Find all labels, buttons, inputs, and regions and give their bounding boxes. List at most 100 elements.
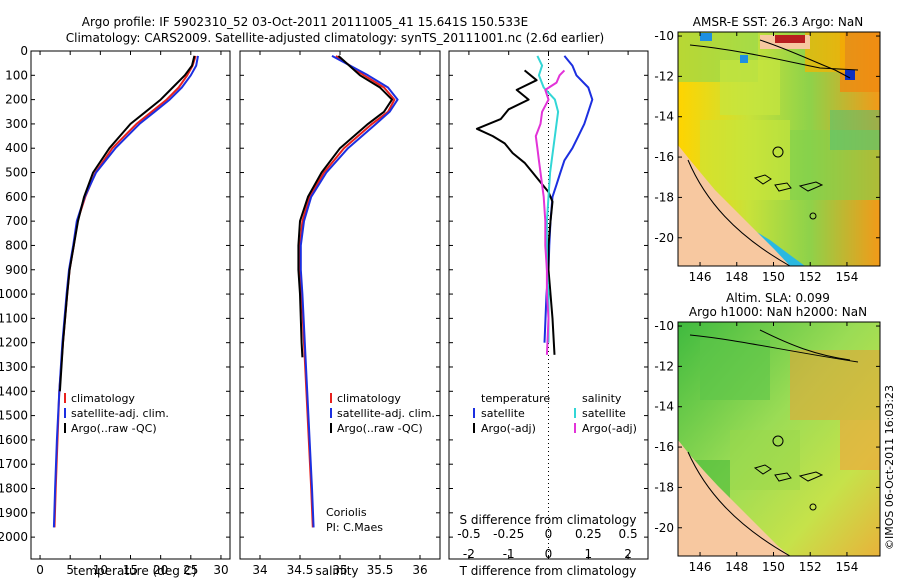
depth-tick-label: 0	[20, 44, 28, 58]
lon-tick-label: 154	[835, 270, 858, 284]
lat-tick-label: -20	[654, 521, 674, 535]
temperature-series	[52, 55, 199, 528]
temperature-tick-label: 15	[123, 563, 138, 577]
salinity-series	[297, 55, 399, 528]
salinity-axes	[239, 50, 441, 560]
depth-tick-label: 1500	[0, 409, 28, 423]
depth-tick-label: 700	[5, 214, 28, 228]
lat-tick-label: -10	[654, 29, 674, 43]
depth-tick-label: 1600	[0, 433, 28, 447]
salinity-line-argo-raw-qc-	[297, 55, 393, 358]
sst-map-frame	[677, 31, 881, 267]
lon-tick-label: 150	[762, 270, 785, 284]
t-diff-tick-label: -2	[463, 547, 475, 561]
temperature-tick-label: 10	[93, 563, 108, 577]
lat-tick-label: -20	[654, 231, 674, 245]
salinity-xlabel: salinity	[315, 564, 358, 578]
salinity-tick-label: 34	[252, 563, 267, 577]
depth-tick-label: 1700	[0, 457, 28, 471]
title-line1: Argo profile: IF 5902310_52 03-Oct-2011 …	[82, 15, 528, 29]
depth-tick-label: 1800	[0, 482, 28, 496]
depth-tick-label: 2000	[0, 530, 28, 544]
depth-axis: 0 100 200 300 400 500 600 700 800 900 1000 1100 1200…	[0, 44, 648, 544]
lat-tick-label: -12	[654, 359, 674, 373]
depth-tick-label: 100	[5, 68, 28, 82]
legend-sal-argo: Argo(-adj)	[582, 422, 637, 435]
temperature-line-argo-raw-qc-	[58, 55, 196, 392]
temperature-axes	[30, 50, 231, 560]
sla-map	[678, 322, 880, 556]
salinity-legend: climatology satellite-adj. clim. Argo(..…	[326, 392, 435, 534]
depth-tick-label: 900	[5, 263, 28, 277]
lat-tick-label: -14	[654, 110, 674, 124]
s-diff-tick-label: 0.5	[619, 527, 638, 541]
lon-tick-label: 146	[689, 270, 712, 284]
difference-legend: temperature salinity satellite Argo(-adj…	[473, 392, 637, 435]
legend-argo: Argo(..raw -QC)	[337, 422, 423, 435]
difference-line-temperature-argo-adj-	[475, 69, 556, 355]
sla-map-axes: -10 -12 -14 -16 -18 -20 146 148 150 152 154	[654, 319, 880, 574]
s-diff-tick-label: -0.5	[457, 527, 480, 541]
depth-tick-label: 400	[5, 141, 28, 155]
depth-tick-label: 1200	[0, 336, 28, 350]
depth-tick-label: 1100	[0, 311, 28, 325]
lon-tick-label: 154	[835, 560, 858, 574]
title-line2: Climatology: CARS2009. Satellite-adjuste…	[66, 31, 604, 45]
lat-tick-label: -16	[654, 150, 674, 164]
legend-sal-satellite: satellite	[582, 407, 626, 420]
salinity-tick-label: 35.5	[367, 563, 394, 577]
depth-tick-label: 1300	[0, 360, 28, 374]
legend-satellite: satellite-adj. clim.	[337, 407, 435, 420]
depth-tick-label: 600	[5, 190, 28, 204]
temperature-xlabel: temperature (deg C)	[73, 564, 196, 578]
coriolis-note: Coriolis	[326, 506, 367, 519]
lon-tick-label: 146	[689, 560, 712, 574]
legend-climatology: climatology	[71, 392, 135, 405]
s-diff-tick-label: 0	[545, 527, 553, 541]
depth-tick-label: 800	[5, 238, 28, 252]
legend-satellite: satellite-adj. clim.	[71, 407, 169, 420]
legend-argo: Argo(..raw -QC)	[71, 422, 157, 435]
salinity-tick-label: 36	[412, 563, 427, 577]
s-diff-tick-label: -0.25	[493, 527, 524, 541]
t-diff-tick-label: 2	[624, 547, 632, 561]
temperature-tick-label: 20	[153, 563, 168, 577]
salinity-x-axis: 34 34.5 35 35.5 36	[252, 51, 428, 577]
lat-tick-label: -12	[654, 69, 674, 83]
sla-map-title2: Argo h1000: NaN h2000: NaN	[689, 305, 867, 319]
salinity-tick-label: 34.5	[287, 563, 314, 577]
difference-line-salinity-satellite	[536, 55, 560, 343]
depth-tick-label: 1900	[0, 506, 28, 520]
difference-xlabel: T difference from climatology	[459, 564, 637, 578]
sst-map-axes: -10 -12 -14 -16 -18 -20 146 148 150 152 154	[654, 29, 880, 284]
t-diff-tick-label: -1	[503, 547, 515, 561]
depth-tick-label: 300	[5, 117, 28, 131]
depth-tick-label: 1000	[0, 287, 28, 301]
sla-map-frame	[677, 321, 881, 557]
legend-climatology: climatology	[337, 392, 401, 405]
lon-tick-label: 148	[725, 270, 748, 284]
t-diff-tick-label: 0	[545, 547, 553, 561]
salinity-tick-label: 35	[332, 563, 347, 577]
pi-note: PI: C.Maes	[326, 521, 383, 534]
difference-top-label: S difference from climatology	[460, 513, 637, 527]
lon-tick-label: 148	[725, 560, 748, 574]
lat-tick-label: -10	[654, 319, 674, 333]
temperature-tick-label: 5	[66, 563, 74, 577]
depth-tick-label: 200	[5, 93, 28, 107]
t-diff-tick-label: 1	[584, 547, 592, 561]
legend-salinity-title: salinity	[582, 392, 622, 405]
temperature-tick-label: 0	[36, 563, 44, 577]
sst-map	[678, 32, 880, 266]
temperature-tick-label: 30	[213, 563, 228, 577]
temperature-legend: climatology satellite-adj. clim. Argo(..…	[64, 392, 169, 435]
copyright-footer: ©IMOS 06-Oct-2011 16:03:23	[883, 385, 896, 550]
legend-temp-argo: Argo(-adj)	[481, 422, 536, 435]
lat-tick-label: -14	[654, 400, 674, 414]
depth-tick-label: 500	[5, 166, 28, 180]
lat-tick-label: -16	[654, 440, 674, 454]
legend-temp-satellite: satellite	[481, 407, 525, 420]
difference-x-axis: -2 -1 0 1 2 -0.5 -0.25 0 0.25 0.5	[457, 51, 638, 561]
lon-tick-label: 152	[799, 560, 822, 574]
